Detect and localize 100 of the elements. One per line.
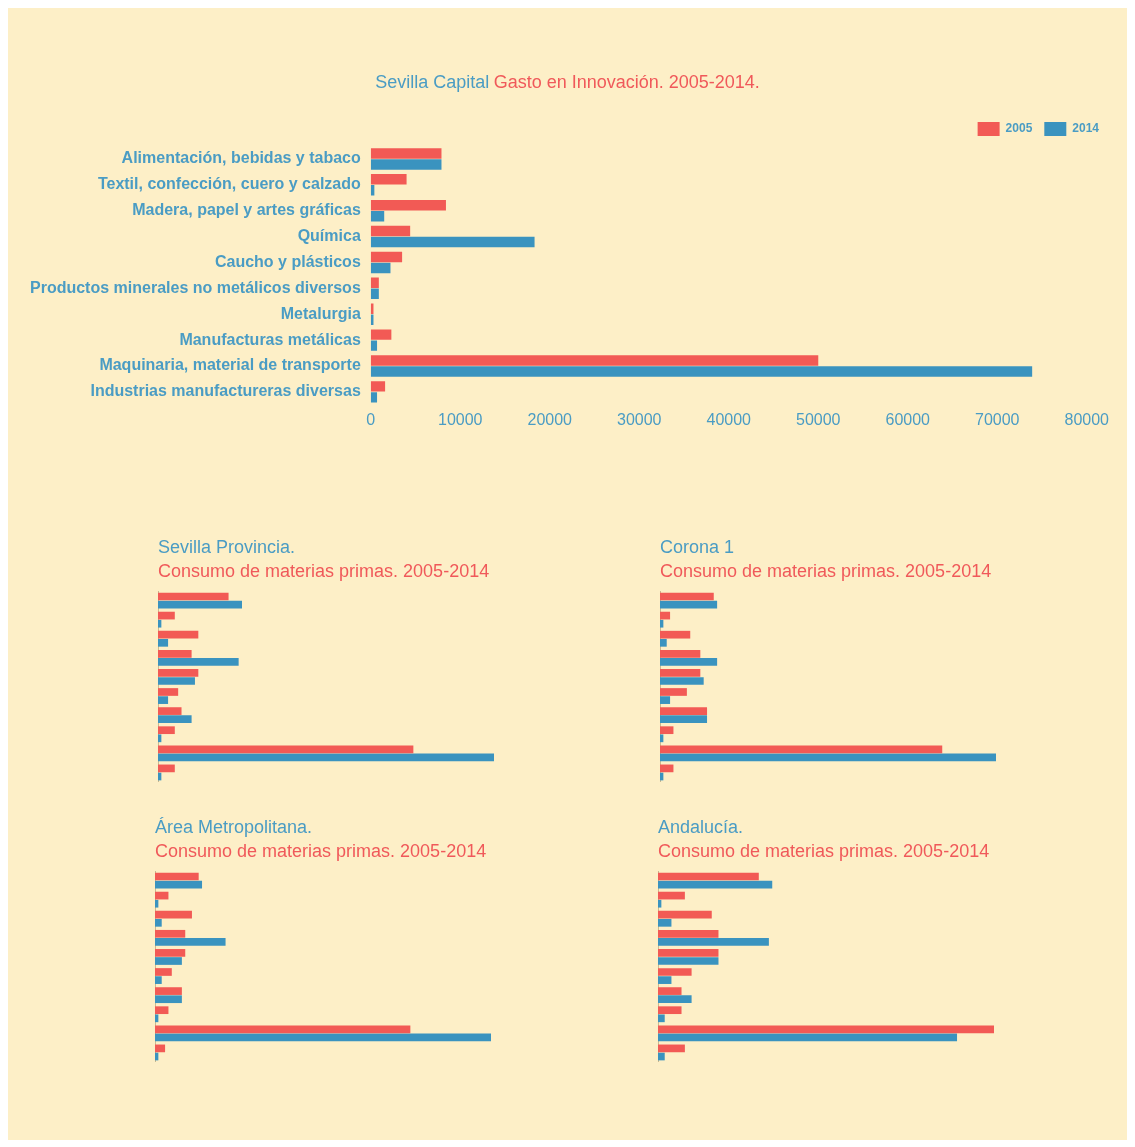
- chart-subtitle: Consumo de materias primas. 2005-2014: [658, 841, 990, 861]
- bar: [660, 726, 674, 735]
- chart-subtitle: Consumo de materias primas. 2005-2014: [155, 841, 487, 861]
- y-tick-label: Maquinaria, material de transporte: [99, 356, 361, 374]
- bar: [158, 669, 199, 677]
- y-tick-label: Caucho y plásticos: [214, 252, 361, 270]
- bar: [660, 592, 714, 601]
- bar: [155, 949, 186, 957]
- bar: [658, 1006, 682, 1015]
- bar: [370, 236, 535, 248]
- bar: [155, 918, 162, 927]
- bar: [370, 381, 386, 392]
- x-tick-label: 20000: [527, 410, 573, 428]
- bar: [158, 696, 169, 704]
- bar: [155, 880, 203, 889]
- bar: [660, 715, 708, 724]
- bar: [658, 976, 672, 984]
- bar: [660, 619, 664, 628]
- bar: [658, 1052, 665, 1061]
- bar: [370, 366, 1033, 377]
- bar: [155, 995, 182, 1004]
- bar: [370, 148, 442, 159]
- bar: [658, 995, 692, 1004]
- bar: [158, 734, 162, 743]
- y-tick-label: Metalurgia: [280, 304, 361, 322]
- bar: [155, 1006, 169, 1015]
- chart-title: Sevilla Provincia.: [158, 537, 296, 557]
- legend-label: 2014: [1072, 121, 1100, 136]
- bar: [370, 277, 379, 289]
- bar: [155, 938, 226, 946]
- bar: [158, 707, 182, 715]
- x-tick-label: 80000: [1064, 410, 1110, 428]
- bar: [658, 929, 719, 938]
- bar: [658, 1033, 958, 1042]
- bar: [155, 957, 182, 965]
- bar: [158, 753, 494, 762]
- bar: [158, 630, 199, 639]
- bar: [370, 251, 403, 263]
- bar: [155, 1033, 491, 1042]
- bar: [658, 957, 719, 965]
- bar: [658, 891, 685, 900]
- chart-subtitle: Consumo de materias primas. 2005-2014: [660, 561, 992, 581]
- chart-subtitle: Gasto en Innovación. 2005-2014.: [493, 72, 760, 92]
- bar: [660, 696, 671, 704]
- bar: [155, 1044, 166, 1053]
- bar: [158, 677, 195, 685]
- chart-title: Corona 1: [660, 537, 735, 557]
- bar: [660, 669, 701, 677]
- bar: [155, 968, 172, 976]
- x-tick-label: 70000: [975, 410, 1020, 428]
- x-tick-label: 40000: [706, 410, 752, 428]
- bar: [158, 592, 229, 601]
- bar: [370, 159, 442, 170]
- bar: [658, 880, 773, 889]
- bar: [370, 392, 378, 403]
- x-tick-label: 0: [366, 410, 376, 428]
- bar: [158, 600, 242, 609]
- bar: [660, 630, 691, 639]
- bar: [370, 225, 411, 237]
- y-tick-label: Industrias manufactureras diversas: [90, 382, 361, 400]
- bar: [155, 872, 199, 881]
- bar: [158, 764, 175, 773]
- bar: [155, 910, 192, 919]
- bar: [370, 288, 379, 300]
- bar: [370, 210, 385, 222]
- bar: [370, 199, 446, 211]
- bar: [658, 938, 769, 946]
- bar: [660, 707, 708, 715]
- bar: [660, 600, 718, 609]
- chart-subtitle: Consumo de materias primas. 2005-2014: [158, 561, 490, 581]
- bar: [158, 619, 162, 628]
- bar: [660, 688, 687, 696]
- bar: [370, 174, 407, 185]
- bar: [658, 910, 712, 919]
- bar: [660, 658, 718, 666]
- bar: [155, 929, 186, 938]
- bar: [660, 611, 671, 620]
- bar: [658, 872, 759, 881]
- bar: [370, 340, 378, 351]
- bar: [660, 638, 667, 647]
- x-tick-label: 10000: [438, 410, 483, 428]
- bar: [658, 949, 719, 957]
- bar: [155, 1025, 411, 1034]
- bar: [660, 745, 943, 754]
- bar: [158, 611, 175, 620]
- bar: [658, 918, 672, 927]
- bar: [660, 753, 996, 762]
- y-tick-label: Textil, confección, cuero y calzado: [97, 175, 362, 193]
- bar: [155, 987, 182, 995]
- bar: [658, 1044, 685, 1053]
- bar: [658, 1025, 994, 1034]
- bar: [658, 987, 682, 995]
- bar: [658, 899, 662, 908]
- x-tick-label: 50000: [796, 410, 841, 428]
- x-tick-label: 60000: [885, 410, 931, 428]
- bar: [370, 355, 819, 366]
- chart-title: Andalucía.: [658, 817, 744, 837]
- chart-title: Sevilla Capital: [375, 72, 490, 92]
- y-tick-label: Madera, papel y artes gráficas: [132, 201, 361, 219]
- bar: [155, 976, 162, 984]
